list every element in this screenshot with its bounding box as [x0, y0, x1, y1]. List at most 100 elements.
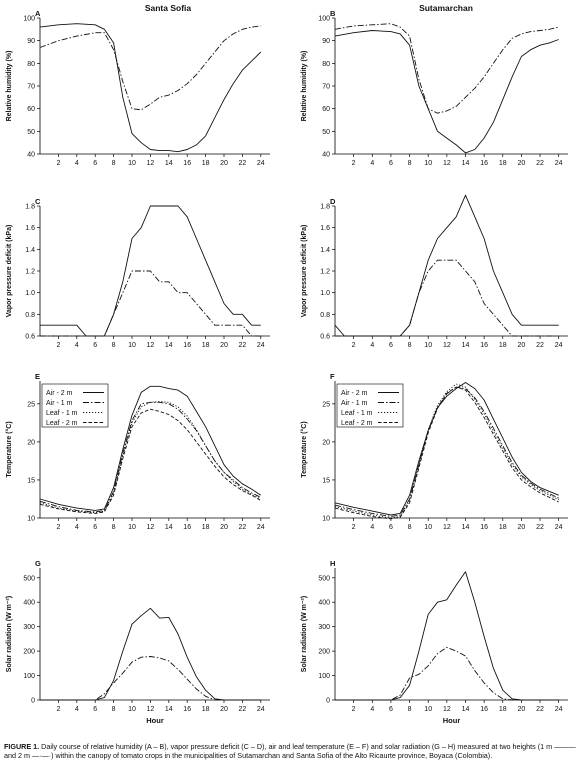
panel-f-series-2-line [334, 386, 559, 517]
panel-e-y-tick-label: 20 [27, 439, 35, 446]
panel-a-letter: A [35, 9, 41, 18]
panel-f-x-tick-label: 14 [462, 524, 470, 531]
panel-b-x-tick-label: 22 [536, 160, 544, 167]
panel-g-x-tick-label: 22 [239, 706, 247, 713]
panel-f-x-tick-label: 4 [370, 524, 374, 531]
panel-c-x-tick-label: 8 [112, 342, 116, 349]
panel-c-x-tick-label: 4 [75, 342, 79, 349]
panel-b-y-axis-label: Relative humidity (%) [301, 51, 308, 122]
panel-a-x-tick-label: 6 [93, 160, 97, 167]
panel-f-letter: F [330, 372, 335, 381]
panel-b-letter: B [330, 9, 336, 18]
panel-a-x-tick-label: 18 [202, 160, 210, 167]
panel-b-y-tick-label: 40 [322, 152, 330, 159]
panel-d-x-tick-label: 16 [480, 342, 488, 349]
panel-a-y-tick-label: 60 [27, 106, 35, 113]
panel-b-x-tick-label: 4 [370, 160, 374, 167]
panel-h-y-axis-label: Solar radiation (W m⁻²) [301, 596, 308, 672]
panel-d-series-1-line [334, 194, 559, 337]
panel-f-legend-label: Leaf - 1 m [341, 410, 373, 417]
panel-e-x-tick-label: 22 [239, 524, 247, 531]
panel-e-legend-label: Leaf - 1 m [46, 410, 78, 417]
panel-h-y-tick-label: 300 [318, 624, 330, 631]
panel-b-y-tick-label: 100 [318, 16, 330, 23]
panel-a-y-tick-label: 80 [27, 61, 35, 68]
panel-h-x-tick-label: 8 [408, 706, 412, 713]
panel-h-y-tick-label: 500 [318, 575, 330, 582]
panel-a-y-tick-label: 90 [27, 38, 35, 45]
panel-e-legend-label: Air - 2 m [46, 390, 73, 397]
panel-g-y-tick-label: 100 [23, 673, 35, 680]
panel-h-letter: H [330, 559, 335, 568]
panel-e-y-tick-label: 15 [27, 477, 35, 484]
panel-f-legend-label: Air - 1 m [341, 400, 368, 407]
panel-e-legend-box [41, 383, 109, 428]
panel-d-x-tick-label: 10 [424, 342, 432, 349]
panel-c-x-tick-label: 16 [183, 342, 191, 349]
panel-a-x-tick-label: 24 [257, 160, 265, 167]
panel-g-y-tick-label: 200 [23, 649, 35, 656]
panel-g-letter: G [35, 559, 41, 568]
panel-f-legend-label: Air - 2 m [341, 390, 368, 397]
panel-b-x-tick-label: 24 [555, 160, 563, 167]
panel-a-x-tick-label: 20 [220, 160, 228, 167]
panel-e-x-tick-label: 4 [75, 524, 79, 531]
panel-d-y-tick-label: 1.8 [320, 204, 330, 211]
panel-h-x-tick-label: 2 [352, 706, 356, 713]
panel-g-y-axis-label: Solar radiation (W m⁻²) [6, 596, 13, 672]
panel-e-x-tick-label: 12 [147, 524, 155, 531]
panel-f-y-tick-label: 20 [322, 439, 330, 446]
panel-g-x-tick-label: 8 [112, 706, 116, 713]
panel-e-legend-label: Leaf - 2 m [46, 420, 78, 427]
panel-h-x-tick-label: 22 [536, 706, 544, 713]
column-title-santa-sofia: Santa Sofia [145, 3, 192, 13]
panel-g-y-tick-label: 0 [31, 698, 35, 705]
panel-f-y-tick-label: 15 [322, 477, 330, 484]
panel-h-x-tick-label: 18 [499, 706, 507, 713]
panel-b-y-tick-label: 60 [322, 106, 330, 113]
panel-e-x-tick-label: 8 [112, 524, 116, 531]
panel-a-y-tick-label: 50 [27, 129, 35, 136]
panel-h-x-tick-label: 4 [370, 706, 374, 713]
panel-b-y-tick-label: 70 [322, 84, 330, 91]
panel-c-y-tick-label: 1.2 [25, 269, 35, 276]
panel-e-series-3-line [39, 401, 262, 514]
panel-d-x-tick-label: 6 [389, 342, 393, 349]
panel-h-x-tick-label: 24 [555, 706, 563, 713]
panel-f-y-tick-label: 10 [322, 516, 330, 523]
panel-f-x-tick-label: 10 [424, 524, 432, 531]
panel-f-x-tick-label: 2 [352, 524, 356, 531]
panel-d-x-tick-label: 18 [499, 342, 507, 349]
figure-caption: FIGURE 1. Daily course of relative humid… [4, 742, 576, 760]
panel-d-x-tick-label: 12 [443, 342, 451, 349]
panel-c-y-tick-label: 1.6 [25, 225, 35, 232]
panel-f-x-tick-label: 8 [408, 524, 412, 531]
panel-b-series-1-line [334, 30, 559, 154]
panel-e-letter: E [35, 372, 40, 381]
panel-f-x-tick-label: 16 [480, 524, 488, 531]
panel-f-legend-label: Leaf - 2 m [341, 420, 373, 427]
panel-c-y-tick-label: 0.8 [25, 312, 35, 319]
panel-a-y-tick-label: 100 [23, 16, 35, 23]
panel-b-x-tick-label: 18 [499, 160, 507, 167]
panel-d-y-tick-label: 1.2 [320, 269, 330, 276]
panel-f-x-tick-label: 22 [536, 524, 544, 531]
panel-g-x-tick-label: 16 [183, 706, 191, 713]
panel-e-x-tick-label: 2 [56, 524, 60, 531]
panel-b-x-tick-label: 20 [518, 160, 526, 167]
panel-h-y-tick-label: 0 [326, 698, 330, 705]
panel-b-y-tick-label: 90 [322, 38, 330, 45]
panel-g-x-tick-label: 12 [147, 706, 155, 713]
panel-g-series-1-line [40, 607, 261, 701]
panel-h-y-tick-label: 400 [318, 600, 330, 607]
panel-h-y-tick-label: 200 [318, 649, 330, 656]
panel-a-y-tick-label: 70 [27, 84, 35, 91]
panel-c-y-tick-label: 1.8 [25, 204, 35, 211]
panel-c-letter: C [35, 197, 41, 206]
panel-f-x-tick-label: 24 [555, 524, 563, 531]
panel-g-series-2-line [40, 656, 261, 701]
panel-d-letter: D [330, 197, 336, 206]
panel-g-x-tick-label: 18 [202, 706, 210, 713]
panel-b-x-tick-label: 8 [408, 160, 412, 167]
panel-g-x-tick-label: 6 [93, 706, 97, 713]
